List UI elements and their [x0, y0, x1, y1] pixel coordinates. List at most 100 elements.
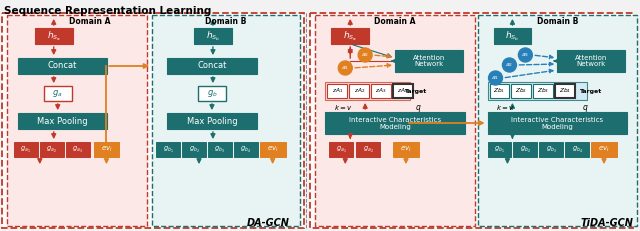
- Text: Max Pooling: Max Pooling: [187, 116, 237, 125]
- Bar: [488, 142, 511, 157]
- Bar: [591, 142, 617, 157]
- Text: $g_{a_2}$: $g_{a_2}$: [363, 144, 374, 155]
- Text: $g_{b_2}$: $g_{b_2}$: [189, 144, 200, 155]
- Bar: [2, 13, 305, 228]
- Text: $g_{b_1}$: $g_{b_1}$: [494, 144, 505, 155]
- Text: $a_2$: $a_2$: [361, 51, 369, 59]
- Bar: [198, 86, 226, 101]
- Bar: [18, 113, 108, 129]
- Bar: [349, 84, 369, 98]
- Text: Domain A: Domain A: [374, 18, 416, 27]
- Bar: [156, 142, 180, 157]
- Bar: [330, 142, 353, 157]
- Bar: [356, 142, 380, 157]
- Bar: [310, 13, 633, 228]
- Text: $Zb_3$: $Zb_3$: [537, 87, 549, 95]
- Bar: [93, 142, 120, 157]
- Text: $q$: $q$: [415, 103, 421, 113]
- Circle shape: [358, 48, 372, 62]
- Bar: [234, 142, 258, 157]
- Text: $ev_i$: $ev_i$: [267, 145, 278, 154]
- Bar: [66, 142, 90, 157]
- Bar: [393, 84, 413, 98]
- Bar: [395, 50, 463, 72]
- Bar: [332, 28, 369, 44]
- Text: $g_b$: $g_b$: [207, 88, 218, 99]
- Text: $g_{a_1}$: $g_{a_1}$: [20, 144, 31, 155]
- Text: Concat: Concat: [48, 61, 77, 70]
- Bar: [513, 142, 538, 157]
- Bar: [167, 58, 257, 74]
- Text: $q$: $q$: [582, 103, 588, 113]
- Text: $g_a$: $g_a$: [52, 88, 63, 99]
- Circle shape: [502, 58, 516, 72]
- Text: $h_{S_b}$: $h_{S_b}$: [206, 29, 220, 43]
- Text: $g_{b_4}$: $g_{b_4}$: [572, 144, 582, 155]
- Text: $a_1$: $a_1$: [492, 74, 500, 82]
- Text: Target: Target: [404, 88, 426, 94]
- Text: $zA_1$: $zA_1$: [332, 87, 343, 95]
- Text: $k = v$: $k = v$: [334, 103, 353, 112]
- Text: TiDA-GCN: TiDA-GCN: [580, 218, 634, 228]
- Bar: [556, 84, 575, 98]
- Text: Attention
Network: Attention Network: [413, 55, 445, 67]
- Text: Max Pooling: Max Pooling: [37, 116, 88, 125]
- Circle shape: [488, 71, 502, 85]
- Bar: [371, 84, 391, 98]
- Text: $g_{b_3}$: $g_{b_3}$: [214, 144, 225, 155]
- Text: $ev_i$: $ev_i$: [400, 145, 412, 154]
- Bar: [194, 28, 232, 44]
- Bar: [325, 82, 410, 100]
- Bar: [565, 142, 589, 157]
- Text: $g_{b_3}$: $g_{b_3}$: [546, 144, 557, 155]
- Bar: [35, 28, 72, 44]
- Text: $Zb_4$: $Zb_4$: [559, 87, 572, 95]
- Text: $a_2$: $a_2$: [506, 61, 513, 69]
- Text: $zA_4$: $zA_4$: [397, 87, 409, 95]
- Text: $g_{a_2}$: $g_{a_2}$: [46, 144, 57, 155]
- Bar: [208, 142, 232, 157]
- Text: $a_1$: $a_1$: [341, 64, 349, 72]
- Bar: [44, 86, 72, 101]
- Bar: [182, 142, 206, 157]
- Bar: [493, 28, 531, 44]
- Bar: [7, 15, 147, 226]
- Text: Attention
Network: Attention Network: [575, 55, 607, 67]
- Text: $k = v$: $k = v$: [496, 103, 515, 112]
- Text: $g_{b_4}$: $g_{b_4}$: [240, 144, 252, 155]
- Bar: [328, 84, 348, 98]
- Bar: [490, 84, 509, 98]
- Text: $g_{b_1}$: $g_{b_1}$: [163, 144, 173, 155]
- Text: $g_{a_1}$: $g_{a_1}$: [336, 144, 347, 155]
- Text: $ev_i$: $ev_i$: [100, 145, 113, 154]
- Circle shape: [518, 48, 532, 62]
- Text: Domain B: Domain B: [205, 18, 246, 27]
- Text: Sequence Representation Learning: Sequence Representation Learning: [4, 6, 211, 16]
- Text: Domain B: Domain B: [536, 18, 578, 27]
- Bar: [488, 82, 587, 100]
- Bar: [325, 112, 465, 134]
- Text: $zA_3$: $zA_3$: [376, 87, 387, 95]
- Text: Domain A: Domain A: [69, 18, 110, 27]
- Text: $ev_i$: $ev_i$: [598, 145, 610, 154]
- Bar: [316, 15, 475, 226]
- Bar: [167, 113, 257, 129]
- Text: $Zb_1$: $Zb_1$: [493, 87, 506, 95]
- Text: Concat: Concat: [197, 61, 227, 70]
- Bar: [18, 58, 108, 74]
- Bar: [152, 15, 300, 226]
- Text: $zA_2$: $zA_2$: [353, 87, 365, 95]
- Circle shape: [339, 61, 352, 75]
- Text: $h_{S_a}$: $h_{S_a}$: [47, 29, 61, 43]
- Bar: [393, 142, 419, 157]
- Text: DA-GCN: DA-GCN: [247, 218, 290, 228]
- Bar: [260, 142, 285, 157]
- Text: $g_{b_2}$: $g_{b_2}$: [520, 144, 531, 155]
- Bar: [14, 142, 38, 157]
- Bar: [540, 142, 563, 157]
- Text: $h_{S_a}$: $h_{S_a}$: [343, 29, 357, 43]
- Bar: [533, 84, 553, 98]
- Text: Interactive Characteristics
Modeling: Interactive Characteristics Modeling: [511, 116, 604, 130]
- Bar: [477, 15, 637, 226]
- Bar: [488, 112, 627, 134]
